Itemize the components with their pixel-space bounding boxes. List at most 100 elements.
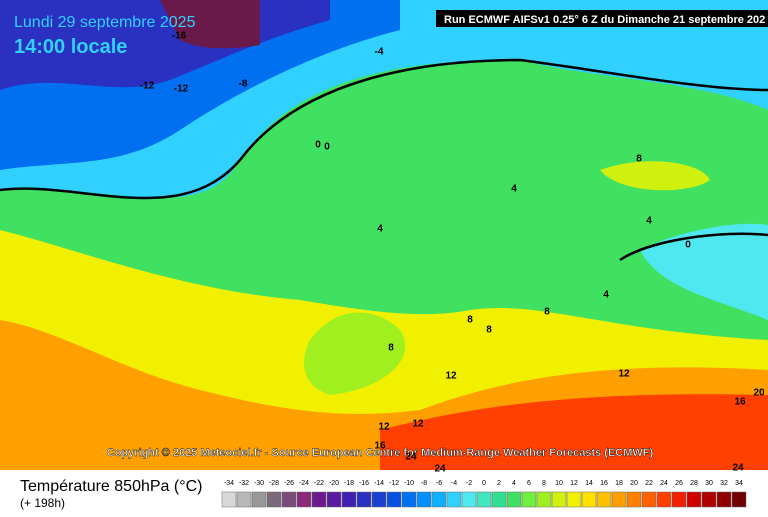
contour-label: 0 — [685, 240, 691, 251]
scale-swatch — [296, 491, 312, 508]
scale-label: 16 — [600, 480, 608, 487]
scale-label: -2 — [466, 480, 472, 487]
contour-label: 0 — [324, 142, 330, 153]
scale-label: 20 — [630, 480, 638, 487]
scale-swatch — [446, 491, 462, 508]
contour-label: -12 — [174, 84, 189, 95]
contour-label: 24 — [732, 463, 744, 474]
scale-label: 6 — [527, 480, 531, 487]
scale-swatch — [566, 491, 582, 508]
scale-swatch — [551, 491, 567, 508]
scale-label: 12 — [570, 480, 578, 487]
contour-label: -8 — [239, 79, 248, 90]
contour-label: 12 — [412, 419, 424, 430]
contour-label: 4 — [377, 224, 383, 235]
scale-label: 10 — [555, 480, 563, 487]
scale-label: 18 — [615, 480, 623, 487]
legend-title: Température 850hPa (°C) — [20, 478, 202, 495]
contour-label: 0 — [315, 140, 321, 151]
scale-swatch — [371, 491, 387, 508]
zero-isotherm-east — [619, 232, 768, 262]
scale-label: -10 — [404, 480, 414, 487]
scale-swatch — [701, 491, 717, 508]
scale-label: -14 — [374, 480, 384, 487]
scale-swatch — [731, 491, 747, 508]
scale-label: 2 — [497, 480, 501, 487]
scale-label: 24 — [660, 480, 668, 487]
scale-label: 0 — [482, 480, 486, 487]
run-box — [436, 10, 768, 27]
contour-label: 12 — [618, 369, 630, 380]
contour-label: 24 — [434, 464, 446, 475]
scale-label: -16 — [359, 480, 369, 487]
contour-label: -12 — [140, 81, 155, 92]
scale-swatch — [626, 491, 642, 508]
scale-label: 30 — [705, 480, 713, 487]
contour-label: 8 — [486, 325, 492, 336]
scale-swatch — [356, 491, 372, 508]
scale-swatch — [521, 491, 537, 508]
contour-label: 8 — [544, 307, 550, 318]
scale-label: -12 — [389, 480, 399, 487]
scale-swatch — [431, 491, 447, 508]
contour-label: 4 — [603, 290, 609, 301]
scale-label: -22 — [314, 480, 324, 487]
scale-label: -20 — [329, 480, 339, 487]
scale-swatch — [536, 491, 552, 508]
contour-label: 20 — [753, 388, 765, 399]
scale-swatch — [416, 491, 432, 508]
contour-label: -4 — [375, 47, 384, 58]
scale-label: -28 — [269, 480, 279, 487]
legend-subtitle: (+ 198h) — [20, 496, 65, 510]
contour-label: 8 — [636, 154, 642, 165]
scale-swatch — [581, 491, 597, 508]
scale-label: -24 — [299, 480, 309, 487]
scale-swatch — [656, 491, 672, 508]
core-cold — [160, 0, 260, 49]
run-info: Run ECMWF AIFSv1 0.25° 6 Z du Dimanche 2… — [444, 14, 765, 26]
scale-swatch — [401, 491, 417, 508]
scale-swatch — [476, 491, 492, 508]
contour-label: 4 — [511, 184, 517, 195]
contour-label: 12 — [445, 371, 457, 382]
scale-swatch — [266, 491, 282, 508]
scale-label: -6 — [436, 480, 442, 487]
scale-swatch — [281, 491, 297, 508]
scale-swatch — [686, 491, 702, 508]
time-title: 14:00 locale — [14, 36, 127, 58]
contour-label: 4 — [646, 216, 652, 227]
contour-label: 16 — [374, 441, 386, 452]
scale-swatch — [491, 491, 507, 508]
cold-east — [640, 223, 768, 320]
contour-label: 16 — [734, 397, 746, 408]
scale-swatch — [236, 491, 252, 508]
scale-swatch — [341, 491, 357, 508]
scale-swatch — [641, 491, 657, 508]
contour-label: -16 — [172, 31, 187, 42]
copyright: Copyright © 2025 Meteociel.fr - Source E… — [107, 447, 654, 459]
warm-patch — [600, 161, 710, 191]
scale-label: 28 — [690, 480, 698, 487]
scale-label: -34 — [224, 480, 234, 487]
scale-label: 8 — [542, 480, 546, 487]
date-title: Lundi 29 septembre 2025 — [14, 14, 196, 31]
scale-label: -4 — [451, 480, 457, 487]
scale-label: -30 — [254, 480, 264, 487]
scale-label: -18 — [344, 480, 354, 487]
scale-swatch — [506, 491, 522, 508]
contour-label: 8 — [467, 315, 473, 326]
scale-label: -8 — [421, 480, 427, 487]
contour-label: 12 — [378, 422, 390, 433]
zero-isotherm — [0, 58, 768, 200]
scale-label: 32 — [720, 480, 728, 487]
map — [0, 0, 768, 470]
scale-label: -32 — [239, 480, 249, 487]
scale-swatch — [671, 491, 687, 508]
scale-swatch — [221, 491, 237, 508]
hottest-zone — [380, 394, 768, 470]
scale-swatch — [461, 491, 477, 508]
scale-swatch — [251, 491, 267, 508]
scale-swatch — [326, 491, 342, 508]
scale-label: 22 — [645, 480, 653, 487]
